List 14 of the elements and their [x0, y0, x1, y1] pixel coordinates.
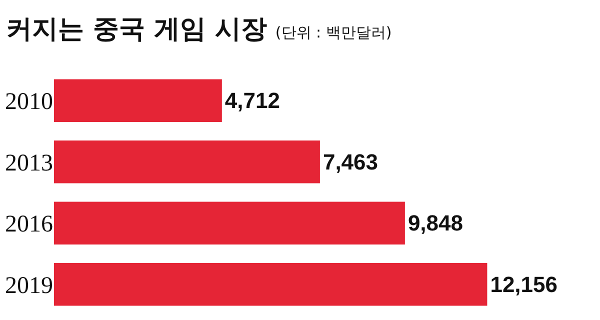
y-tick-label: 2016 [5, 212, 53, 238]
data-label: 9,848 [408, 210, 464, 236]
data-label: 12,156 [490, 272, 558, 297]
bar [54, 202, 405, 245]
bar [54, 140, 320, 184]
bar [54, 79, 222, 122]
chart-title: 커지는 중국 게임 시장 [6, 14, 268, 44]
data-label: 4,712 [224, 88, 280, 114]
bar [54, 262, 488, 306]
y-tick-label: 2013 [5, 150, 53, 176]
data-label: 7,463 [322, 149, 378, 174]
y-tick-label: 2019 [5, 272, 53, 299]
chart-subtitle: (단위 : 백만달러) [275, 23, 392, 42]
y-tick-label: 2010 [5, 89, 53, 116]
